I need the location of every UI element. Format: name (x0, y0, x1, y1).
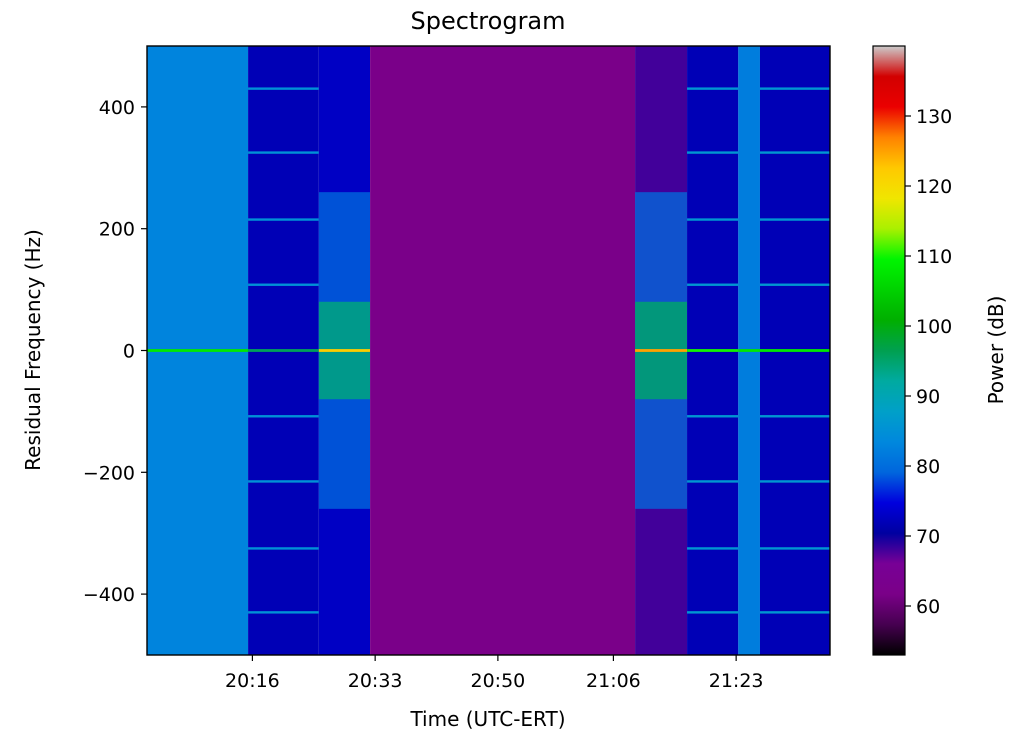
colorbar-ticks: 60 70 80 90 100 110 120 130 (905, 106, 952, 618)
tone-line (248, 218, 319, 221)
tone-line (248, 415, 319, 418)
tone-line (687, 611, 739, 614)
x-tick-label: 20:50 (471, 670, 526, 692)
spectrogram-segment (370, 46, 636, 655)
y-tick-label: 400 (99, 97, 135, 119)
tone-line (687, 151, 739, 154)
colorbar-frame (872, 45, 906, 656)
carrier-line (248, 349, 319, 352)
tone-line (759, 547, 830, 550)
x-tick-label: 20:33 (348, 670, 403, 692)
tone-line (687, 480, 739, 483)
colorbar-tick-label: 100 (916, 316, 952, 338)
x-axis: 20:16 20:33 20:50 21:06 21:23 (225, 655, 764, 692)
tone-line (759, 151, 830, 154)
carrier-line (687, 349, 739, 352)
colorbar-tick-label: 120 (916, 176, 952, 198)
colorbar-label: Power (dB) (984, 296, 1008, 405)
spectrogram-segment (687, 46, 739, 655)
y-tick-label: −200 (83, 462, 135, 484)
carrier-line (635, 349, 688, 352)
carrier-line (318, 349, 371, 352)
spectrogram-segment (318, 46, 371, 655)
spectrogram-segment (759, 46, 830, 655)
y-tick-label: −400 (83, 584, 135, 606)
chart-title: Spectrogram (410, 7, 565, 35)
colorbar (873, 46, 905, 655)
x-tick-label: 21:06 (586, 670, 641, 692)
tone-line (687, 415, 739, 418)
tone-line (687, 218, 739, 221)
tone-line (687, 283, 739, 286)
x-tick-label: 20:16 (225, 670, 280, 692)
spectrogram-segment (147, 46, 249, 655)
tone-line (759, 87, 830, 90)
colorbar-tick-label: 130 (916, 106, 952, 128)
colorbar-tick-label: 90 (916, 386, 940, 408)
tone-line (759, 415, 830, 418)
tone-line (687, 87, 739, 90)
tone-line (248, 151, 319, 154)
tone-line (759, 283, 830, 286)
carrier-line (147, 349, 249, 352)
tone-line (759, 611, 830, 614)
spectrogram-segment (738, 46, 760, 655)
tone-line (248, 87, 319, 90)
spectrogram-segment (248, 46, 319, 655)
y-tick-label: 200 (99, 219, 135, 241)
y-tick-label: 0 (123, 341, 135, 363)
tone-line (759, 218, 830, 221)
tone-line (248, 480, 319, 483)
tone-line (687, 547, 739, 550)
colorbar-tick-label: 80 (916, 456, 940, 478)
x-axis-label: Time (UTC-ERT) (409, 707, 565, 731)
carrier-line (738, 349, 760, 352)
tone-line (248, 547, 319, 550)
y-axis-label: Residual Frequency (Hz) (21, 229, 45, 471)
spectrogram-segment (635, 46, 688, 655)
spectrogram-plot-area (147, 46, 830, 655)
tone-line (248, 611, 319, 614)
tone-line (248, 283, 319, 286)
y-axis: 400 200 0 −200 −400 (83, 97, 147, 606)
segment-background (370, 46, 636, 655)
carrier-line (759, 349, 830, 352)
colorbar-tick-label: 70 (916, 526, 940, 548)
colorbar-tick-label: 60 (916, 596, 940, 618)
colorbar-tick-label: 110 (916, 246, 952, 268)
tone-line (759, 480, 830, 483)
x-tick-label: 21:23 (709, 670, 764, 692)
